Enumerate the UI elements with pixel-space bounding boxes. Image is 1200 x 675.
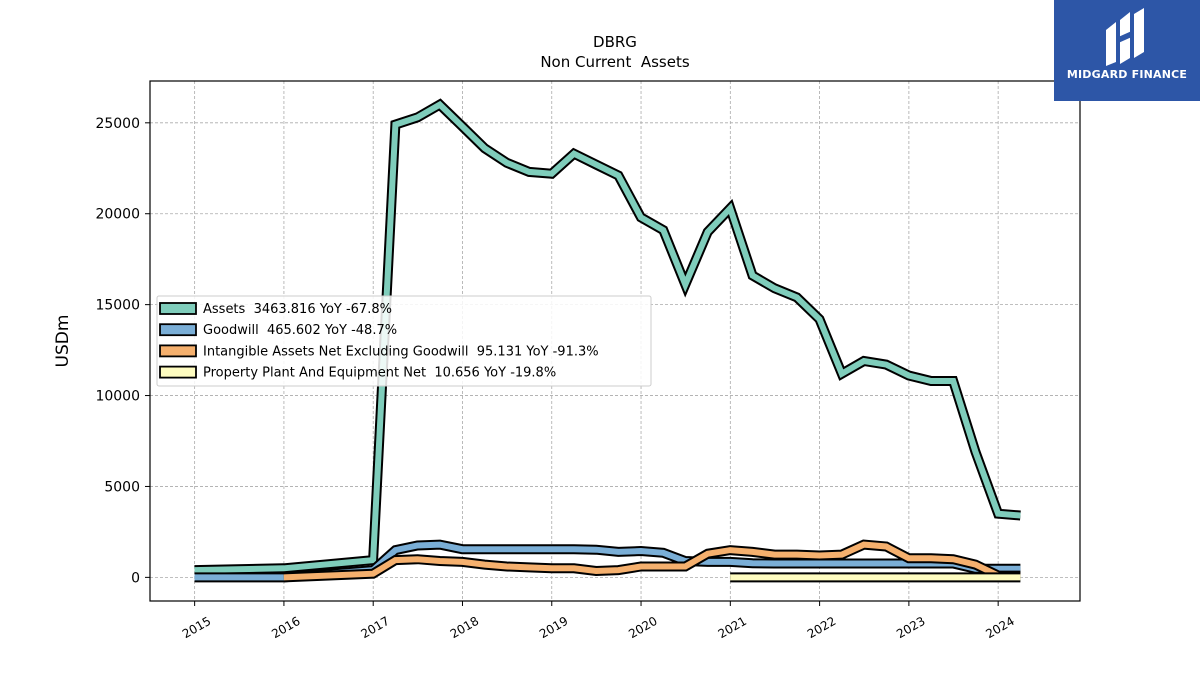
- series-line: [194, 100, 1021, 574]
- plot-frame: [149, 80, 1081, 602]
- legend: Assets 3463.816 YoY -67.8% Goodwill 465.6…: [156, 295, 652, 387]
- legend-swatch: [159, 323, 197, 337]
- y-tick-label: 5000: [104, 479, 140, 495]
- y-tick-label: 0: [131, 570, 140, 586]
- y-tick-label: 25000: [95, 116, 140, 132]
- y-tick-label: 10000: [95, 389, 140, 405]
- legend-box: [156, 295, 652, 387]
- logo-text: MIDGARD FINANCE: [1066, 68, 1188, 81]
- y-axis-label: USDm: [53, 315, 73, 368]
- legend-label: Intangible Assets Net Excluding Goodwill…: [203, 344, 599, 359]
- x-tick-label: 2021: [716, 614, 749, 641]
- x-tick-label: 2018: [448, 614, 481, 641]
- legend-label: Assets 3463.816 YoY -67.8%: [203, 302, 392, 317]
- series-1: [194, 539, 1021, 583]
- series-line: [194, 541, 1021, 581]
- x-tick-label: 2022: [805, 614, 838, 641]
- legend-label: Property Plant And Equipment Net 10.656 …: [203, 366, 556, 381]
- legend-swatch: [159, 365, 197, 379]
- x-tick-label: 2024: [983, 614, 1016, 641]
- series-layer: [194, 98, 1021, 583]
- midgard-logo-icon: [1106, 8, 1144, 66]
- x-tick-label: 2019: [537, 614, 570, 641]
- y-tick-label: 20000: [95, 207, 140, 223]
- x-tick-label: 2020: [626, 614, 659, 641]
- series-line: [283, 541, 1021, 581]
- brand-logo: MIDGARD FINANCE: [1054, 0, 1200, 101]
- chart-title: DBRG: [593, 33, 637, 51]
- x-tick-label: 2017: [358, 614, 391, 641]
- series-2: [283, 539, 1021, 583]
- x-tick-label: 2023: [894, 614, 927, 641]
- x-tick-label: 2015: [180, 614, 213, 641]
- y-tick-label: 15000: [95, 298, 140, 314]
- x-tick-label: 2016: [269, 614, 302, 641]
- legend-label: Goodwill 465.602 YoY -48.7%: [203, 323, 397, 338]
- legend-swatch: [159, 302, 197, 315]
- chart-subtitle: Non Current Assets: [540, 53, 690, 71]
- legend-swatch: [159, 344, 197, 358]
- series-0: [194, 98, 1021, 576]
